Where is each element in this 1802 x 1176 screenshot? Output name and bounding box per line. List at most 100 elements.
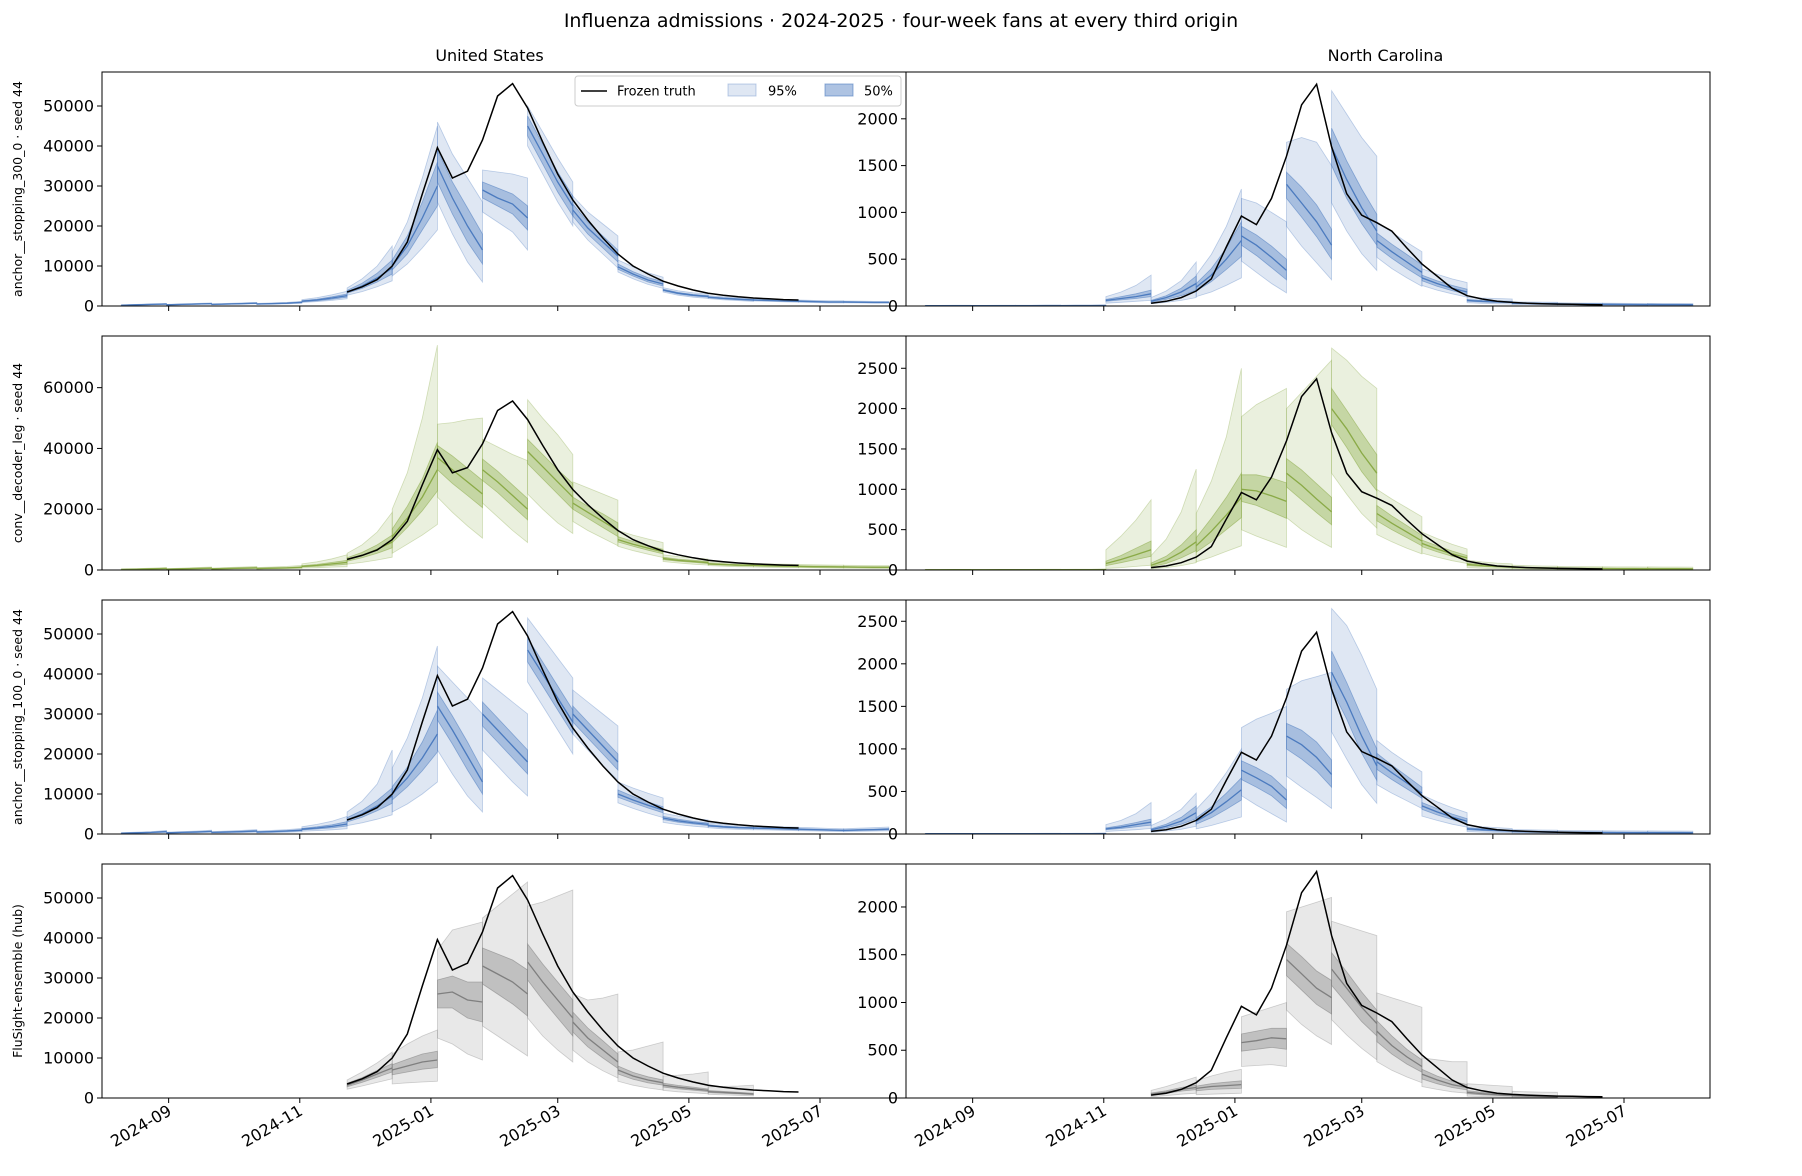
panel-background: [906, 336, 1710, 570]
fan-50-band: [346, 787, 393, 823]
fan-95-band: [391, 345, 438, 555]
fan-median-line: [301, 823, 348, 830]
fan-95-band: [1241, 705, 1287, 823]
fan-median-line: [482, 469, 529, 510]
fan-median-line: [753, 827, 799, 830]
y-tick-label: 2000: [857, 654, 898, 673]
x-tick-label: 2025-07: [759, 1101, 826, 1151]
y-tick-label: 40000: [43, 665, 94, 684]
fan-median-line: [1376, 239, 1423, 273]
x-tick-label: 2025-05: [627, 1101, 694, 1151]
fan-median-line: [211, 302, 257, 306]
fan-50-band: [1286, 942, 1332, 1015]
panel-background: [102, 864, 906, 1098]
fan-95-band: [1331, 607, 1378, 805]
panel-background: [906, 72, 1710, 306]
fan-50-band: [482, 181, 528, 232]
fan-median-line: [1421, 1073, 1468, 1089]
fan-50-band: [1105, 540, 1152, 567]
fan-median-line: [663, 1084, 709, 1092]
fan-95-band: [1331, 347, 1378, 529]
fan-median-line: [1150, 812, 1197, 831]
fan-95-band: [1241, 387, 1287, 548]
legend-label-truth: Frozen truth: [617, 85, 696, 100]
fan-median-line: [1195, 240, 1242, 288]
panel-r1-nc: 0 500 1000 1500 2000: [857, 71, 1711, 316]
fan-median-line: [1286, 735, 1333, 775]
x-tick-label: 2024-11: [1042, 1101, 1109, 1151]
fan-median-line: [708, 824, 754, 829]
truth-line: [346, 82, 799, 301]
fan-95-band: [1376, 221, 1423, 287]
fan-median-line: [1286, 472, 1333, 513]
fan-median-line: [1241, 235, 1287, 271]
fan-95-band: [391, 645, 438, 813]
fan-95-band: [527, 104, 574, 228]
fan-median-line: [121, 830, 167, 834]
fan-median-line: [1150, 282, 1197, 302]
fan-median-line: [1421, 542, 1468, 559]
fan-median-line: [436, 457, 483, 495]
panel-frame: [905, 335, 1711, 571]
x-tick-label: 2024-09: [911, 1101, 978, 1151]
y-tick-label: 2000: [857, 109, 898, 128]
truth-line: [346, 400, 799, 567]
x-tick-label: 2025-03: [1300, 1101, 1367, 1151]
plot-area: [924, 347, 1694, 570]
fan-median-line: [1195, 789, 1242, 822]
fan-median-line: [572, 502, 619, 532]
x-tick-label: 2025-01: [370, 1101, 437, 1151]
fan-95-band: [1150, 468, 1197, 570]
column-title-us: United States: [435, 46, 543, 65]
fan-50-band: [1241, 760, 1287, 810]
y-tick-label: 1500: [857, 156, 898, 175]
truth-line: [1151, 377, 1603, 570]
fan-median-line: [482, 189, 529, 219]
fan-median-line: [1241, 1037, 1287, 1044]
x-tick-label: 2025-01: [1174, 1101, 1241, 1151]
fan-50-band: [1286, 171, 1332, 261]
fan-median-line: [166, 302, 212, 306]
fan-50-band: [482, 947, 528, 1017]
row-ylabel: conv__decoder_leg · seed 44: [10, 363, 25, 543]
fan-median-line: [1286, 959, 1332, 999]
x-tick-label: 2025-07: [1563, 1101, 1630, 1151]
fan-median-line: [1196, 1083, 1242, 1090]
y-tick-label: 1500: [857, 439, 898, 458]
fan-median-line: [211, 567, 257, 570]
fan-50-band: [1241, 225, 1287, 281]
y-tick-label: 50000: [43, 625, 94, 644]
fan-median-line: [798, 828, 844, 832]
fan-median-line: [391, 469, 438, 538]
fan-median-line: [617, 793, 664, 811]
panel-background: [102, 336, 906, 570]
fan-median-line: [437, 991, 483, 1003]
y-tick-label: 2000: [857, 897, 898, 916]
y-tick-label: 20000: [43, 500, 94, 519]
fan-95-band: [1195, 188, 1242, 298]
fan-95-band: [1376, 488, 1423, 555]
panel-r4-nc: 0 500 1000 1500 2000 2024-09 2024-11 2025-01 202…: [857, 863, 1711, 1151]
fan-median-line: [121, 303, 167, 306]
plot-area: [120, 345, 890, 570]
truth-line: [346, 610, 799, 829]
y-tick-label: 30000: [43, 177, 94, 196]
fan-median-line: [572, 713, 619, 763]
y-tick-label: 2500: [857, 359, 898, 378]
fan-95-band: [572, 993, 619, 1079]
fan-95-band: [482, 438, 528, 544]
y-tick-label: 10000: [43, 1049, 94, 1068]
fan-median-line: [391, 733, 438, 795]
truth-line: [1151, 869, 1603, 1098]
panel-r3-us: 01000020000300004000050000anchor__stoppi…: [10, 599, 907, 844]
fan-median-line: [572, 1021, 619, 1063]
fan-95-band: [1195, 747, 1242, 830]
fan-median-line: [617, 266, 664, 285]
y-tick-label: 40000: [43, 137, 94, 156]
row-ylabel: anchor__stopping_100_0 · seed 44: [10, 609, 25, 825]
fan-median-line: [1512, 1094, 1558, 1098]
fan-median-line: [617, 1069, 664, 1084]
fan-median-line: [753, 299, 799, 302]
